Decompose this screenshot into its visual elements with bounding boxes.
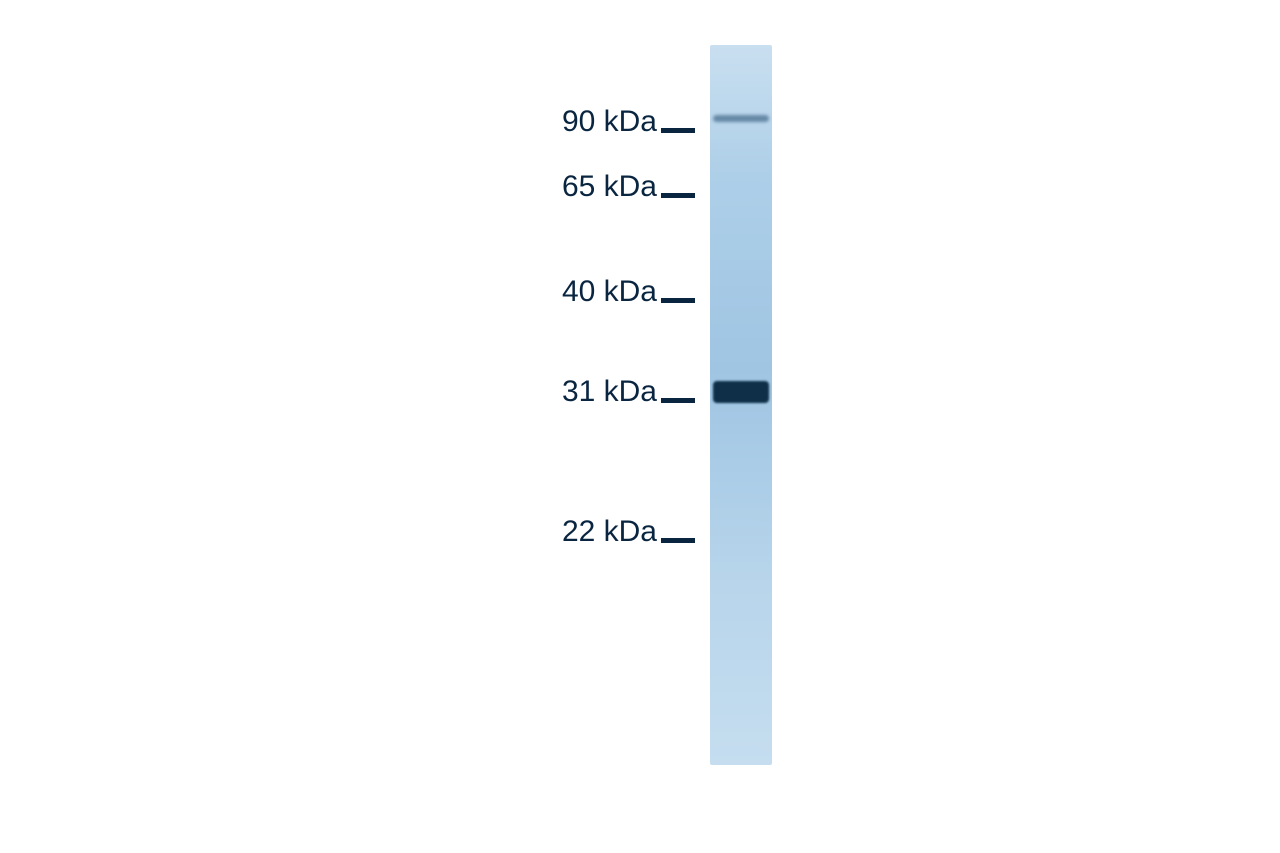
marker-label: 40 kDa	[562, 277, 657, 307]
marker-row: 65 kDa	[450, 172, 695, 202]
blot-lane	[710, 45, 772, 765]
blot-band	[713, 115, 769, 122]
marker-tick-icon	[661, 538, 695, 543]
western-blot: 90 kDa 65 kDa 40 kDa 31 kDa 22 kDa	[450, 45, 790, 765]
marker-label: 31 kDa	[562, 377, 657, 407]
marker-tick-icon	[661, 193, 695, 198]
marker-row: 22 kDa	[450, 517, 695, 547]
marker-row: 90 kDa	[450, 107, 695, 137]
blot-band	[713, 381, 769, 403]
marker-row: 40 kDa	[450, 277, 695, 307]
marker-tick-icon	[661, 298, 695, 303]
marker-row: 31 kDa	[450, 377, 695, 407]
marker-label: 90 kDa	[562, 107, 657, 137]
marker-label: 65 kDa	[562, 172, 657, 202]
marker-tick-icon	[661, 398, 695, 403]
marker-tick-icon	[661, 128, 695, 133]
marker-label: 22 kDa	[562, 517, 657, 547]
